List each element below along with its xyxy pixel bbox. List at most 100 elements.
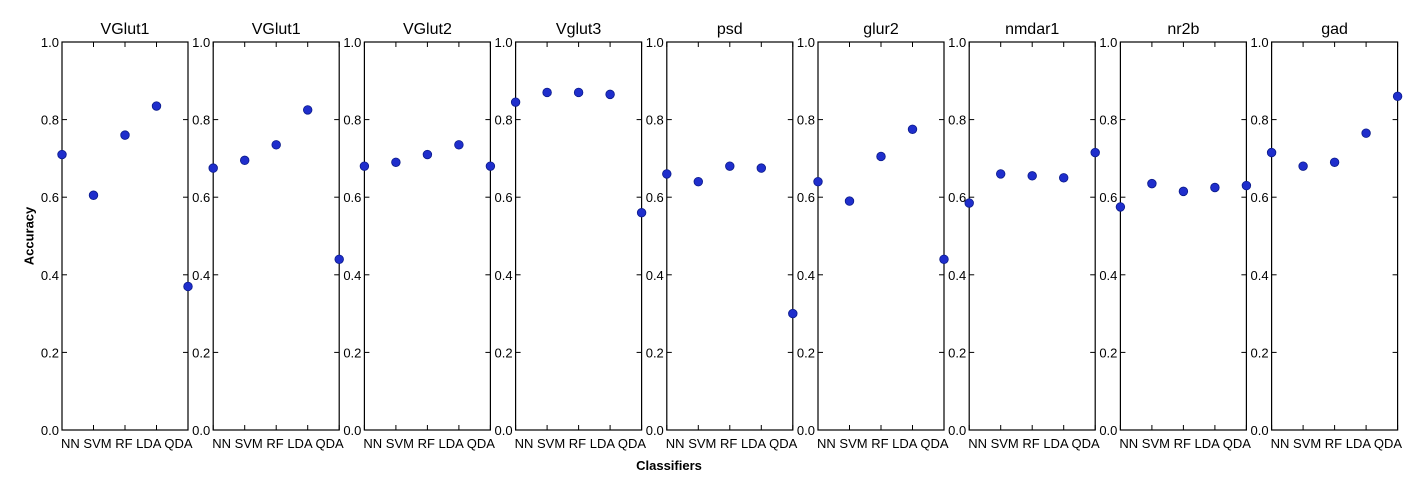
panel-4: Vglut3 0.0 0.2 0.4 0.6 0.8 1.0 NN SVM RF LDA QD…	[495, 21, 647, 451]
data-point	[208, 163, 218, 173]
data-point	[1266, 147, 1277, 158]
data-point	[151, 101, 162, 111]
y-tick-label: 0.4	[1099, 268, 1117, 283]
x-tick-label: RF	[414, 436, 435, 451]
panel-title: VGlut1	[101, 21, 150, 38]
y-tick-label: 0.8	[1251, 113, 1269, 128]
x-tick-label: SVM	[1289, 436, 1321, 451]
x-tick-label: SVM	[1138, 436, 1170, 451]
data-point	[88, 190, 99, 200]
y-tick-label: 0.8	[646, 113, 664, 128]
y-tick-label: 0.4	[797, 268, 815, 283]
x-tick-label: NN	[1271, 436, 1290, 451]
y-tick-label: 0.4	[41, 268, 59, 283]
panel-3: VGlut2 0.0 0.2 0.4 0.6 0.8 1.0 NN SVM RF LDA QD…	[343, 21, 495, 451]
data-point	[964, 198, 974, 208]
data-point	[1298, 161, 1308, 171]
data-point	[1210, 182, 1220, 193]
data-point	[1329, 157, 1340, 167]
data-point	[1115, 202, 1126, 212]
y-tick-label: 0.2	[1251, 345, 1269, 360]
data-point	[334, 254, 344, 264]
x-tick-label: LDA	[1040, 436, 1069, 451]
x-tick-labels: NN SVM RF LDA QDA	[968, 436, 1100, 451]
data-point	[996, 169, 1006, 179]
data-point	[636, 208, 647, 218]
x-tick-label: QDA	[463, 436, 495, 451]
y-tick-label: 0.2	[797, 345, 815, 360]
data-point	[813, 176, 823, 187]
y-tick-label: 0.4	[1251, 268, 1269, 283]
x-axis-label: Classifiers	[636, 458, 702, 473]
chart-panels: VGlut1 0.0 0.2 0.4 0.6 0.8 1.0 NN SVM RF LDA QD…	[41, 21, 1403, 451]
y-tick-label: 0.6	[41, 190, 59, 205]
x-tick-label: RF	[1019, 436, 1040, 451]
x-tick-labels: NN SVM RF LDA QDA	[61, 436, 193, 451]
y-tick-label: 0.6	[343, 190, 361, 205]
plot-frame	[61, 41, 189, 431]
y-tick-label: 0.4	[343, 268, 361, 283]
x-tick-label: SVM	[685, 436, 717, 451]
y-tick-label: 1.0	[948, 35, 966, 50]
x-tick-label: RF	[868, 436, 889, 451]
x-tick-label: SVM	[80, 436, 112, 451]
panel-6: glur2 0.0 0.2 0.4 0.6 0.8 1.0 NN SVM RF LDA QDA	[797, 21, 949, 451]
y-tick-label: 0.8	[948, 113, 966, 128]
x-tick-labels: NN SVM RF LDA QDA	[666, 436, 798, 451]
y-tick-label: 0.0	[1099, 423, 1117, 438]
y-tick-label: 0.2	[1099, 345, 1117, 360]
data-point	[876, 151, 886, 162]
x-tick-label: LDA	[586, 436, 615, 451]
x-tick-label: QDA	[917, 436, 949, 451]
data-point	[542, 87, 552, 98]
x-tick-label: RF	[1321, 436, 1342, 451]
panel-9: gad 0.0 0.2 0.4 0.6 0.8 1.0 NN SVM RF LDA QDA	[1251, 21, 1403, 451]
panel-7: nmdar1 0.0 0.2 0.4 0.6 0.8 1.0 NN SVM RF LDA QD…	[948, 21, 1100, 451]
data-point	[844, 196, 855, 206]
x-tick-label: QDA	[1219, 436, 1251, 451]
data-point	[359, 161, 370, 171]
panel-title: VGlut1	[252, 21, 301, 38]
x-tick-label: QDA	[1068, 436, 1100, 451]
data-point	[907, 124, 918, 135]
plot-frame	[817, 41, 945, 431]
x-tick-label: SVM	[533, 436, 565, 451]
y-tick-label: 1.0	[343, 35, 361, 50]
data-point	[756, 163, 767, 173]
data-point	[1392, 91, 1403, 102]
x-tick-label: NN	[817, 436, 836, 451]
x-tick-label: SVM	[987, 436, 1019, 451]
y-tick-label: 0.0	[1251, 423, 1269, 438]
data-point	[391, 157, 401, 167]
data-point	[239, 155, 250, 166]
y-tick-label: 0.8	[192, 113, 210, 128]
y-tick-label: 0.0	[343, 423, 361, 438]
x-tick-label: LDA	[284, 436, 313, 451]
y-tick-label: 0.2	[646, 345, 664, 360]
y-tick-label: 0.6	[646, 190, 664, 205]
y-tick-label: 0.6	[192, 190, 210, 205]
data-point	[662, 169, 672, 179]
x-tick-label: LDA	[889, 436, 918, 451]
plot-frame	[666, 41, 794, 431]
x-tick-label: NN	[363, 436, 382, 451]
data-point	[1147, 178, 1157, 189]
y-tick-label: 0.0	[948, 423, 966, 438]
plot-frame	[1119, 41, 1248, 431]
data-point	[485, 161, 496, 171]
y-tick-label: 0.6	[797, 190, 815, 205]
panel-title: gad	[1321, 21, 1348, 38]
y-tick-label: 0.6	[1099, 190, 1117, 205]
x-tick-label: SVM	[231, 436, 263, 451]
y-tick-label: 0.4	[948, 268, 966, 283]
x-tick-label: NN	[515, 436, 534, 451]
panel-title: nr2b	[1167, 21, 1199, 38]
panel-title: nmdar1	[1005, 21, 1059, 38]
y-tick-label: 0.8	[343, 113, 361, 128]
x-tick-label: NN	[968, 436, 987, 451]
plot-frame	[1270, 41, 1399, 431]
x-tick-label: RF	[565, 436, 586, 451]
data-point	[120, 130, 130, 140]
data-point	[57, 149, 67, 160]
x-tick-label: SVM	[382, 436, 414, 451]
